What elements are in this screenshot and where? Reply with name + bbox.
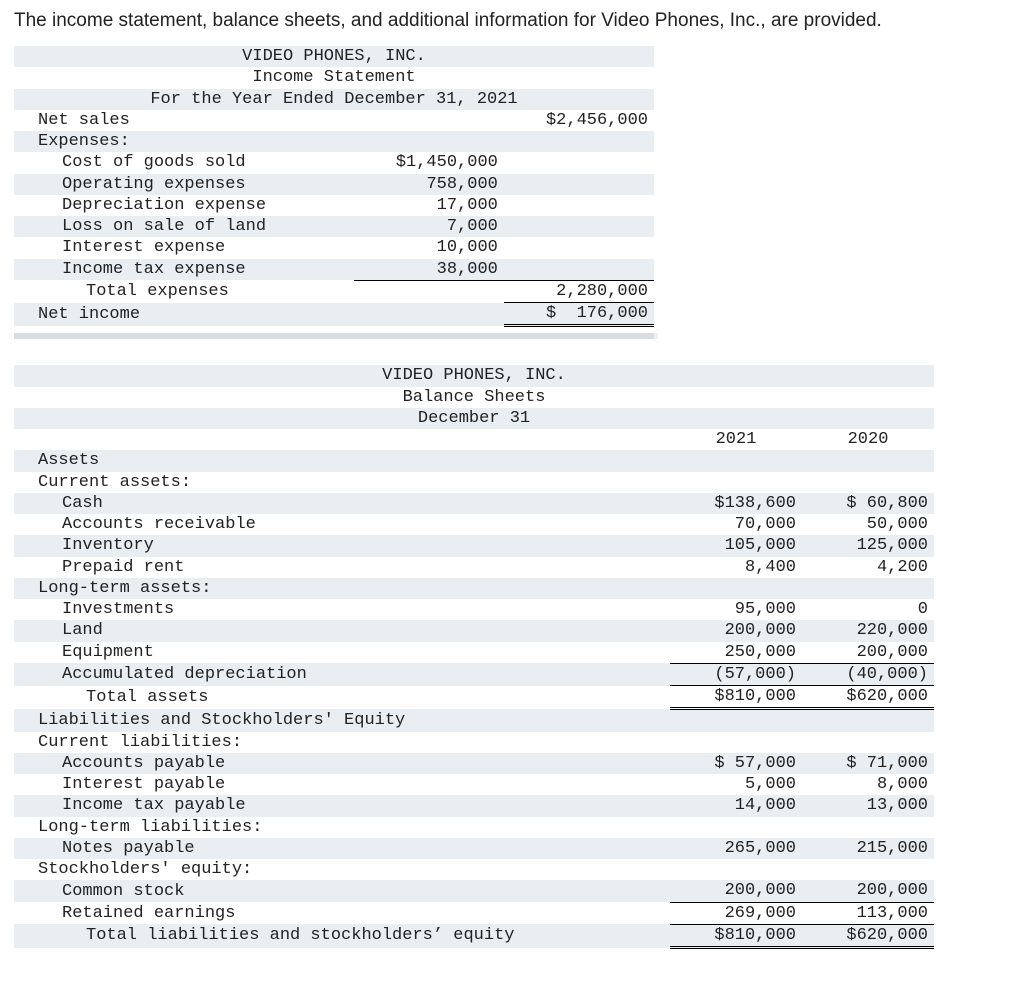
- blank: [504, 195, 654, 216]
- lta-header: Long-term assets:: [14, 578, 934, 599]
- bs-row-y2: 8,000: [802, 774, 934, 795]
- blank: [354, 303, 504, 326]
- bs-row-label: Land: [14, 620, 670, 641]
- bs-asof: December 31: [14, 408, 934, 429]
- bs-row-y2: 220,000: [802, 620, 934, 641]
- bs-row-y1: 250,000: [670, 642, 802, 664]
- bs-row-y2: 200,000: [802, 642, 934, 664]
- bs-row-y2: 200,000: [802, 880, 934, 902]
- bs-row-label: Notes payable: [14, 838, 670, 859]
- bs-row-y2: 4,200: [802, 557, 934, 578]
- expense-label: Income tax expense: [14, 259, 354, 281]
- expense-label: Depreciation expense: [14, 195, 354, 216]
- bs-row-y2: $ 71,000: [802, 753, 934, 774]
- bs-row-y1: 5,000: [670, 774, 802, 795]
- bs-company: VIDEO PHONES, INC.: [14, 365, 934, 386]
- bs-row-label: Equipment: [14, 642, 670, 664]
- bs-row-y2: (40,000): [802, 663, 934, 685]
- total-assets-label: Total assets: [14, 686, 670, 709]
- intro-text: The income statement, balance sheets, an…: [14, 10, 1010, 32]
- bs-row-y1: 70,000: [670, 514, 802, 535]
- divider-bar: [14, 333, 658, 339]
- cl-header: Current liabilities:: [14, 732, 934, 753]
- ltl-header: Long-term liabilities:: [14, 817, 934, 838]
- bs-row-label: Income tax payable: [14, 795, 670, 816]
- balance-sheets-table: VIDEO PHONES, INC. Balance Sheets Decemb…: [14, 365, 934, 949]
- bs-row-y2: 0: [802, 599, 934, 620]
- expense-label: Loss on sale of land: [14, 216, 354, 237]
- expense-value: $1,450,000: [354, 152, 504, 173]
- expense-value: 758,000: [354, 174, 504, 195]
- expense-value: 17,000: [354, 195, 504, 216]
- bs-row-label: Retained earnings: [14, 902, 670, 924]
- bs-row-y1: $ 57,000: [670, 753, 802, 774]
- expense-value: 10,000: [354, 237, 504, 258]
- bs-row-y1: 265,000: [670, 838, 802, 859]
- blank: [504, 259, 654, 281]
- year-header-1: 2021: [670, 429, 802, 450]
- blank: [504, 174, 654, 195]
- net-income-sym: $: [546, 304, 556, 323]
- total-expenses-value: 2,280,000: [504, 280, 654, 302]
- bs-row-y1: 200,000: [670, 620, 802, 641]
- total-assets-y1: $810,000: [670, 686, 802, 709]
- income-statement-table: VIDEO PHONES, INC. Income Statement For …: [14, 46, 654, 327]
- bs-row-y2: 215,000: [802, 838, 934, 859]
- bs-row-y2: 50,000: [802, 514, 934, 535]
- net-income-amt: 176,000: [577, 304, 648, 323]
- assets-header: Assets: [14, 450, 934, 471]
- expense-label: Cost of goods sold: [14, 152, 354, 173]
- current-assets-header: Current assets:: [14, 472, 934, 493]
- bs-row-y1: 95,000: [670, 599, 802, 620]
- bs-row-label: Investments: [14, 599, 670, 620]
- bs-row-y1: (57,000): [670, 663, 802, 685]
- total-lse-label: Total liabilities and stockholders’ equi…: [14, 924, 670, 947]
- bs-row-label: Prepaid rent: [14, 557, 670, 578]
- net-income-value: $ 176,000: [504, 303, 654, 326]
- bs-row-label: Accounts payable: [14, 753, 670, 774]
- bs-row-y1: 14,000: [670, 795, 802, 816]
- bs-row-y2: 13,000: [802, 795, 934, 816]
- bs-row-label: Common stock: [14, 880, 670, 902]
- total-lse-y2: $620,000: [802, 924, 934, 947]
- bs-row-y1: 105,000: [670, 535, 802, 556]
- year-header-2: 2020: [802, 429, 934, 450]
- bs-row-y1: $138,600: [670, 493, 802, 514]
- bs-row-y1: 8,400: [670, 557, 802, 578]
- total-expenses-label: Total expenses: [14, 280, 354, 302]
- expense-label: Operating expenses: [14, 174, 354, 195]
- is-period: For the Year Ended December 31, 2021: [14, 89, 654, 110]
- is-company: VIDEO PHONES, INC.: [14, 46, 654, 67]
- expenses-header: Expenses:: [14, 131, 654, 152]
- bs-row-label: Interest payable: [14, 774, 670, 795]
- expense-value: 38,000: [354, 259, 504, 281]
- net-income-label: Net income: [14, 303, 354, 326]
- is-title: Income Statement: [14, 67, 654, 88]
- se-header: Stockholders' equity:: [14, 859, 934, 880]
- bs-title: Balance Sheets: [14, 387, 934, 408]
- bs-row-y2: 113,000: [802, 902, 934, 924]
- blank: [504, 152, 654, 173]
- blank: [14, 429, 670, 450]
- bs-row-label: Inventory: [14, 535, 670, 556]
- bs-row-label: Accounts receivable: [14, 514, 670, 535]
- bs-row-y2: $ 60,800: [802, 493, 934, 514]
- blank: [354, 110, 504, 131]
- net-sales-value: $2,456,000: [504, 110, 654, 131]
- total-assets-y2: $620,000: [802, 686, 934, 709]
- blank: [504, 237, 654, 258]
- bs-row-y1: 269,000: [670, 902, 802, 924]
- expense-value: 7,000: [354, 216, 504, 237]
- net-sales-label: Net sales: [14, 110, 354, 131]
- bs-row-y1: 200,000: [670, 880, 802, 902]
- expense-label: Interest expense: [14, 237, 354, 258]
- bs-row-y2: 125,000: [802, 535, 934, 556]
- bs-row-label: Accumulated depreciation: [14, 663, 670, 685]
- total-lse-y1: $810,000: [670, 924, 802, 947]
- blank: [354, 280, 504, 302]
- lse-header: Liabilities and Stockholders' Equity: [14, 709, 934, 732]
- bs-row-label: Cash: [14, 493, 670, 514]
- blank: [504, 216, 654, 237]
